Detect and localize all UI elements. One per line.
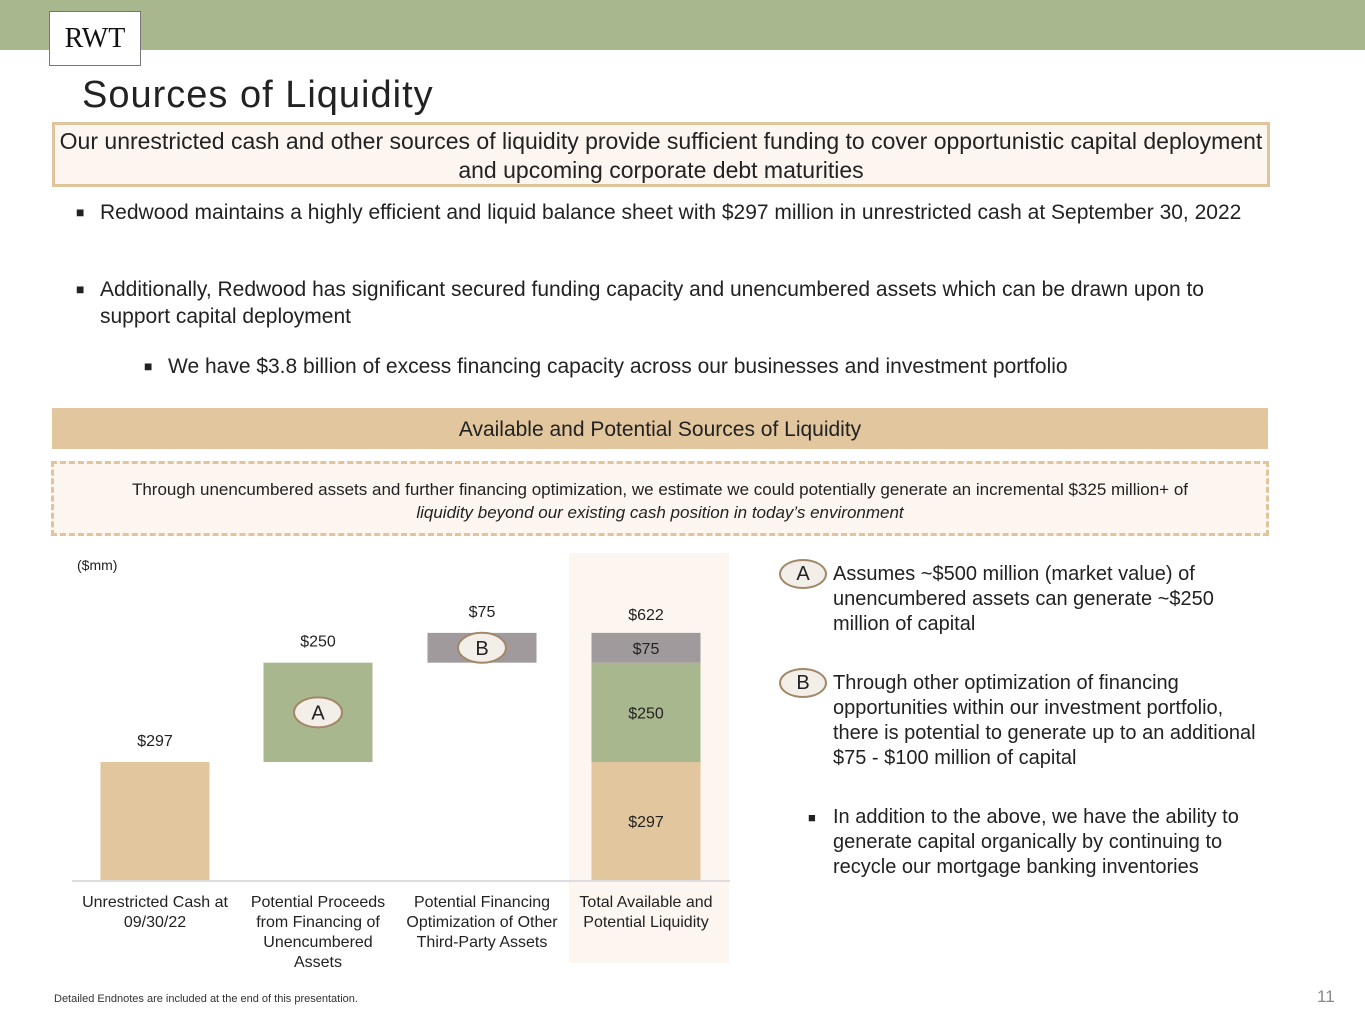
- key-message-callout: Our unrestricted cash and other sources …: [52, 122, 1270, 187]
- category-label: Third-Party Assets: [417, 934, 548, 951]
- category-label: Unrestricted Cash at: [82, 894, 228, 911]
- total-segment-1: [591, 662, 701, 762]
- bullet-capacity: ■ Additionally, Redwood has significant s…: [76, 276, 1250, 330]
- waterfall-chart: ($mm) $297 $250 A $75 B $297 $250 $75 $622 Unrestr…: [72, 553, 730, 970]
- estimate-box: Through unencumbered assets and further …: [51, 461, 1269, 536]
- total-segment-2: [591, 632, 701, 663]
- bullet-cash: ■ Redwood maintains a highly efficient an…: [76, 199, 1260, 226]
- category-label: Potential Financing: [414, 894, 550, 911]
- note-organic: ■ In addition to the above, we have the a…: [808, 805, 1263, 880]
- note-a-badge: A: [779, 559, 827, 589]
- rwt-logo: RWT: [49, 11, 141, 66]
- badge-label: B: [475, 638, 488, 660]
- endnote: Detailed Endnotes are included at the en…: [54, 993, 358, 1005]
- estimate-line1: Through unencumbered assets and further …: [131, 480, 1189, 499]
- category-label: Potential Liquidity: [583, 914, 708, 931]
- bullet-text: Redwood maintains a highly efficient and…: [100, 201, 1242, 224]
- badge-label: A: [311, 702, 325, 724]
- bullet-icon: ■: [808, 810, 816, 825]
- badge-a-icon: [293, 696, 343, 729]
- badge-b-icon: [457, 631, 507, 664]
- bullet-icon: ■: [144, 358, 153, 374]
- estimate-line2: liquidity beyond our existing cash posit…: [416, 503, 904, 522]
- category-label: Unencumbered: [263, 934, 372, 951]
- header-bar: [0, 0, 1365, 50]
- bullet-text: We have $3.8 billion of excess financing…: [168, 355, 1068, 378]
- category-label: 09/30/22: [124, 914, 186, 931]
- bullet-text: Additionally, Redwood has significant se…: [100, 278, 1204, 328]
- note-organic-text: In addition to the above, we have the ab…: [833, 806, 1239, 878]
- unit-label: ($mm): [77, 557, 117, 573]
- bar-0: [100, 762, 210, 880]
- category-label: Potential Proceeds: [251, 894, 385, 911]
- note-a: Assumes ~$500 million (market value) of …: [833, 563, 1214, 635]
- bullet-icon: ■: [76, 204, 85, 220]
- segment-label: $75: [633, 641, 660, 658]
- note-b: Through other optimization of financing …: [833, 672, 1256, 769]
- category-label: Assets: [294, 954, 342, 970]
- category-label: from Financing of: [256, 914, 380, 931]
- total-label: $622: [628, 607, 664, 624]
- bullet-icon: ■: [76, 281, 85, 297]
- note-b-badge: B: [779, 668, 827, 698]
- page-title: Sources of Liquidity: [82, 74, 434, 116]
- segment-label: $297: [628, 814, 664, 831]
- page-number: 11: [1317, 987, 1335, 1006]
- data-label: $250: [300, 634, 336, 651]
- total-segment-0: [591, 762, 701, 880]
- category-label: Optimization of Other: [406, 914, 558, 931]
- segment-label: $250: [628, 705, 664, 722]
- section-header: Available and Potential Sources of Liqui…: [52, 408, 1268, 449]
- data-label: $297: [137, 733, 173, 750]
- data-label: $75: [469, 604, 496, 621]
- sub-bullet-financing: ■ We have $3.8 billion of excess financin…: [144, 353, 1268, 380]
- category-label: Total Available and: [579, 894, 712, 911]
